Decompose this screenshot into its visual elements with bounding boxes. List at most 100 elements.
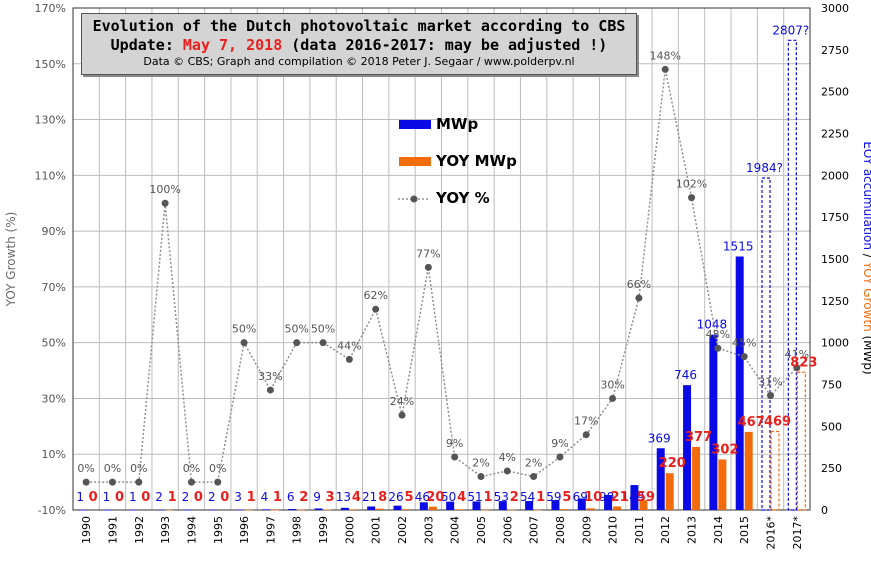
- title-box: Evolution of the Dutch photovoltaic mark…: [81, 13, 637, 75]
- yoy-pct-label: 0%: [183, 462, 200, 475]
- bar-mwp: [182, 509, 191, 511]
- x-tick-label: 2017*: [791, 516, 804, 550]
- subtitle-suffix: (data 2016-2017: may be adjusted !): [282, 36, 608, 54]
- yoy-pct-label: 17%: [574, 415, 598, 428]
- right-tick-label: 750: [821, 379, 842, 392]
- legend-label-yoy-mwp: YOY MWp: [436, 152, 517, 170]
- x-tick-label: 2000: [343, 516, 356, 544]
- x-tick-label: 2004: [449, 516, 462, 544]
- yoy-pct-label: 9%: [551, 437, 568, 450]
- bar-mwp: [446, 501, 455, 510]
- bar-yoy-mwp: [586, 508, 595, 510]
- yoy-pct-point: [503, 467, 511, 475]
- mwp-value-label: 369: [648, 431, 671, 445]
- bar-yoy-mwp: [770, 430, 780, 511]
- y2-axis-title: EOY accumulation / YOY Growth (MWp): [861, 141, 871, 374]
- right-tick-label: 1000: [821, 337, 849, 350]
- bar-yoy-mwp: [402, 509, 411, 510]
- bar-yoy-mwp: [796, 371, 806, 511]
- yoy-mwp-value-label: 59: [637, 490, 655, 505]
- x-tick-label: 1993: [159, 516, 172, 544]
- bar-yoy-mwp: [692, 446, 701, 510]
- yoy-pct-point: [556, 453, 564, 461]
- mwp-value-label: 149: [621, 490, 644, 504]
- mwp-value-label: 746: [674, 368, 697, 382]
- yoy-pct-point: [609, 394, 617, 402]
- x-tick-label: 2001: [370, 516, 383, 544]
- yoy-mwp-value-label: 20: [426, 490, 444, 505]
- mwp-value-label: 59: [546, 490, 561, 504]
- bar-mwp: [288, 508, 297, 510]
- left-tick-label: 110%: [35, 169, 66, 182]
- yoy-pct-point: [372, 305, 380, 313]
- left-tick-label: -10%: [38, 504, 66, 517]
- left-tick-label: 90%: [42, 225, 66, 238]
- yoy-mwp-value-label: 5: [404, 490, 413, 505]
- bar-yoy-mwp: [455, 509, 464, 510]
- yoy-pct-point: [767, 392, 775, 400]
- yoy-pct-point: [714, 344, 722, 352]
- x-tick-label: 2012: [659, 516, 672, 544]
- x-tick-label: 1997: [264, 516, 277, 544]
- x-tick-label: 1999: [317, 516, 330, 544]
- yoy-mwp-value-label: 4: [457, 490, 466, 505]
- bar-mwp: [261, 509, 270, 510]
- mwp-value-label: 46: [415, 490, 430, 504]
- yoy-mwp-value-label: 377: [685, 430, 712, 445]
- yoy-mwp-value-label: 2: [299, 490, 308, 505]
- bar-yoy-mwp: [165, 509, 174, 511]
- x-tick-label: 2008: [554, 516, 567, 544]
- right-tick-label: 2500: [821, 86, 849, 99]
- yoy-pct-label: 4%: [499, 451, 516, 464]
- left-tick-label: 50%: [42, 337, 66, 350]
- x-tick-label: 1994: [185, 516, 198, 544]
- x-tick-label: 1998: [291, 516, 304, 544]
- bar-mwp: [209, 509, 218, 511]
- yoy-pct-point: [345, 355, 353, 363]
- yoy-pct-label: 50%: [232, 323, 256, 336]
- mwp-value-label: 6: [287, 490, 295, 504]
- mwp-value-label: 53: [494, 490, 509, 504]
- bar-yoy-mwp: [534, 509, 543, 511]
- x-tick-label: 1992: [133, 516, 146, 544]
- yoy-pct-point: [161, 199, 169, 207]
- y2-title-part-eoy: EOY accumulation: [861, 141, 871, 250]
- x-tick-label: 2003: [422, 516, 435, 544]
- bar-mwp: [235, 509, 244, 511]
- mwp-value-label: 21: [362, 490, 377, 504]
- mwp-value-label: 1: [103, 490, 111, 504]
- yoy-mwp-value-label: 1: [247, 490, 256, 505]
- yoy-pct-label: 0%: [104, 462, 121, 475]
- mwp-value-label: 50: [441, 490, 456, 504]
- mwp-value-label: 26: [388, 490, 403, 504]
- yoy-pct-label: 50%: [285, 323, 309, 336]
- bar-yoy-mwp: [613, 506, 622, 510]
- yoy-pct-label: 2%: [525, 457, 542, 470]
- legend-swatch-yoy-pct: [398, 195, 430, 203]
- bar-mwp: [393, 505, 402, 510]
- yoy-pct-label: 24%: [390, 395, 414, 408]
- yoy-mwp-value-label: 21: [611, 490, 629, 505]
- yoy-pct-label: 41%: [785, 348, 809, 361]
- right-tick-label: 1750: [821, 211, 849, 224]
- bar-mwp: [367, 506, 376, 510]
- mwp-value-label: 2807?: [772, 23, 809, 37]
- yoy-mwp-value-label: 4: [352, 490, 361, 505]
- chart-title: Evolution of the Dutch photovoltaic mark…: [92, 17, 626, 35]
- x-tick-label: 1996: [238, 516, 251, 544]
- left-tick-label: 170%: [35, 2, 66, 15]
- x-tick-label: 2010: [607, 516, 620, 544]
- right-tick-label: 3000: [821, 2, 849, 15]
- right-tick-label: 0: [821, 504, 828, 517]
- yoy-pct-label: 62%: [363, 289, 387, 302]
- bar-yoy-mwp: [639, 500, 648, 510]
- right-tick-label: 500: [821, 420, 842, 433]
- yoy-mwp-value-label: 1: [536, 490, 545, 505]
- yoy-pct-point: [661, 65, 669, 73]
- yoy-pct-point: [266, 386, 274, 394]
- yoy-pct-line: [86, 69, 798, 483]
- bar-yoy-mwp: [665, 473, 674, 510]
- bar-mwp: [761, 177, 771, 511]
- legend-swatch-yoy-mwp: [399, 157, 431, 166]
- mwp-value-label: 4: [261, 490, 269, 504]
